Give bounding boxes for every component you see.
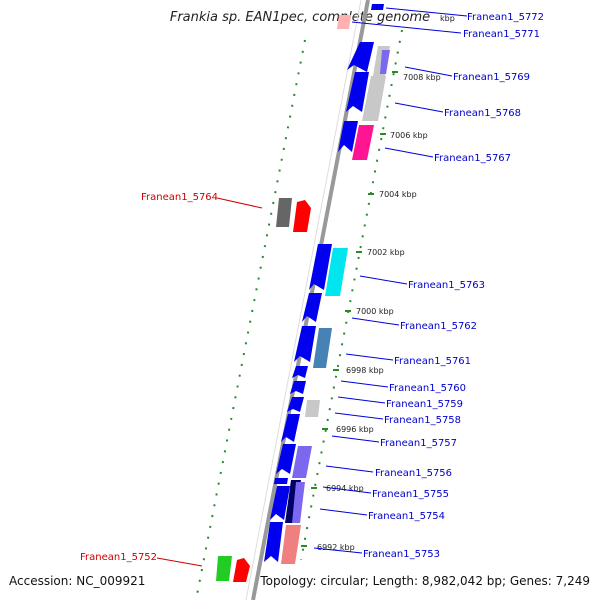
gene-arrow-5752[interactable] (233, 558, 250, 582)
gene-arrow-5762[interactable] (302, 293, 322, 322)
gene-label-5755[interactable]: Franean1_5755 (372, 489, 449, 500)
kbp-label-6998: 6998 kbp (346, 366, 384, 375)
gene-label-5760[interactable]: Franean1_5760 (389, 383, 466, 394)
gene-label-5754[interactable]: Franean1_5754 (368, 511, 445, 522)
gene-arrow-5772[interactable] (371, 4, 384, 10)
gene-arrow-5767a[interactable] (338, 121, 358, 152)
gene-arrow-5764[interactable] (293, 200, 311, 232)
gene-arrow-5763[interactable] (325, 248, 348, 296)
gene-label-5761[interactable]: Franean1_5761 (394, 356, 471, 367)
gene-label-5764[interactable]: Franean1_5764 (141, 192, 218, 203)
ruler-line-right (300, 29, 403, 561)
gene-arrow-5756a[interactable] (276, 444, 296, 474)
gene-label-5759[interactable]: Franean1_5759 (386, 399, 463, 410)
gene-arrow-5768a[interactable] (346, 72, 369, 112)
gene-arrow-5768[interactable] (362, 76, 386, 121)
accession-text: Accession: NC_009921 (9, 574, 146, 588)
topology-text: Topology: circular; Length: 8,982,042 bp… (260, 574, 590, 588)
kbp-label-6996: 6996 kbp (336, 425, 374, 434)
gene-arrow-5760[interactable] (292, 366, 308, 378)
kbp-ticks (301, 71, 398, 547)
gene-arrow-5767[interactable] (352, 125, 374, 160)
gene-label-5752[interactable]: Franean1_5752 (80, 552, 157, 563)
gene-arrow-5759[interactable] (290, 381, 306, 394)
gene-label-5769[interactable]: Franean1_5769 (453, 72, 530, 83)
gene-arrow-5769b (380, 50, 390, 74)
gene-arrow-5758a[interactable] (287, 397, 304, 412)
gene-arrow-5754[interactable] (270, 486, 290, 520)
gene-arrow-5757[interactable] (281, 414, 300, 442)
kbp-label-7000: 7000 kbp (356, 307, 394, 316)
gene-arrow-5752b[interactable] (216, 556, 232, 581)
kbp-label-7004: 7004 kbp (379, 190, 417, 199)
gene-label-5758[interactable]: Franean1_5758 (384, 415, 461, 426)
gene-arrow-5758[interactable] (305, 400, 320, 417)
gene-label-5762[interactable]: Franean1_5762 (400, 321, 477, 332)
gene-label-5767[interactable]: Franean1_5767 (434, 153, 511, 164)
kbp-label-6992: 6992 kbp (317, 543, 355, 552)
backbone-shadow (245, 0, 362, 600)
gene-arrow-5754b (292, 482, 305, 523)
kbp-label-6994: 6994 kbp (326, 484, 364, 493)
lower-leader-lines (156, 197, 263, 567)
gene-arrow-5753[interactable] (281, 525, 301, 564)
gene-arrow-5755a[interactable] (274, 478, 288, 484)
gene-arrow-5765[interactable] (276, 198, 292, 227)
gene-arrow-5756[interactable] (292, 446, 312, 478)
kbp-label-7006: 7006 kbp (390, 131, 428, 140)
gene-label-5756[interactable]: Franean1_5756 (375, 468, 452, 479)
gene-label-5753[interactable]: Franean1_5753 (363, 549, 440, 560)
gene-arrow-5761[interactable] (313, 328, 332, 368)
gene-label-5768[interactable]: Franean1_5768 (444, 108, 521, 119)
gene-label-5771[interactable]: Franean1_5771 (463, 29, 540, 40)
gene-label-5763[interactable]: Franean1_5763 (408, 280, 485, 291)
gene-arrow-5770[interactable] (347, 42, 374, 72)
kbp-partial-label: kbp (440, 14, 455, 23)
gene-arrow-5763a[interactable] (309, 244, 332, 290)
gene-label-5772[interactable]: Franean1_5772 (467, 12, 544, 23)
kbp-label-7002: 7002 kbp (367, 248, 405, 257)
gene-arrow-5771[interactable] (337, 15, 351, 29)
upper-leader-lines (313, 7, 468, 554)
kbp-label-7008: 7008 kbp (403, 73, 441, 82)
gene-label-5757[interactable]: Franean1_5757 (380, 438, 457, 449)
gene-arrow-5761a[interactable] (294, 326, 316, 362)
gene-arrow-5753a[interactable] (264, 522, 283, 562)
